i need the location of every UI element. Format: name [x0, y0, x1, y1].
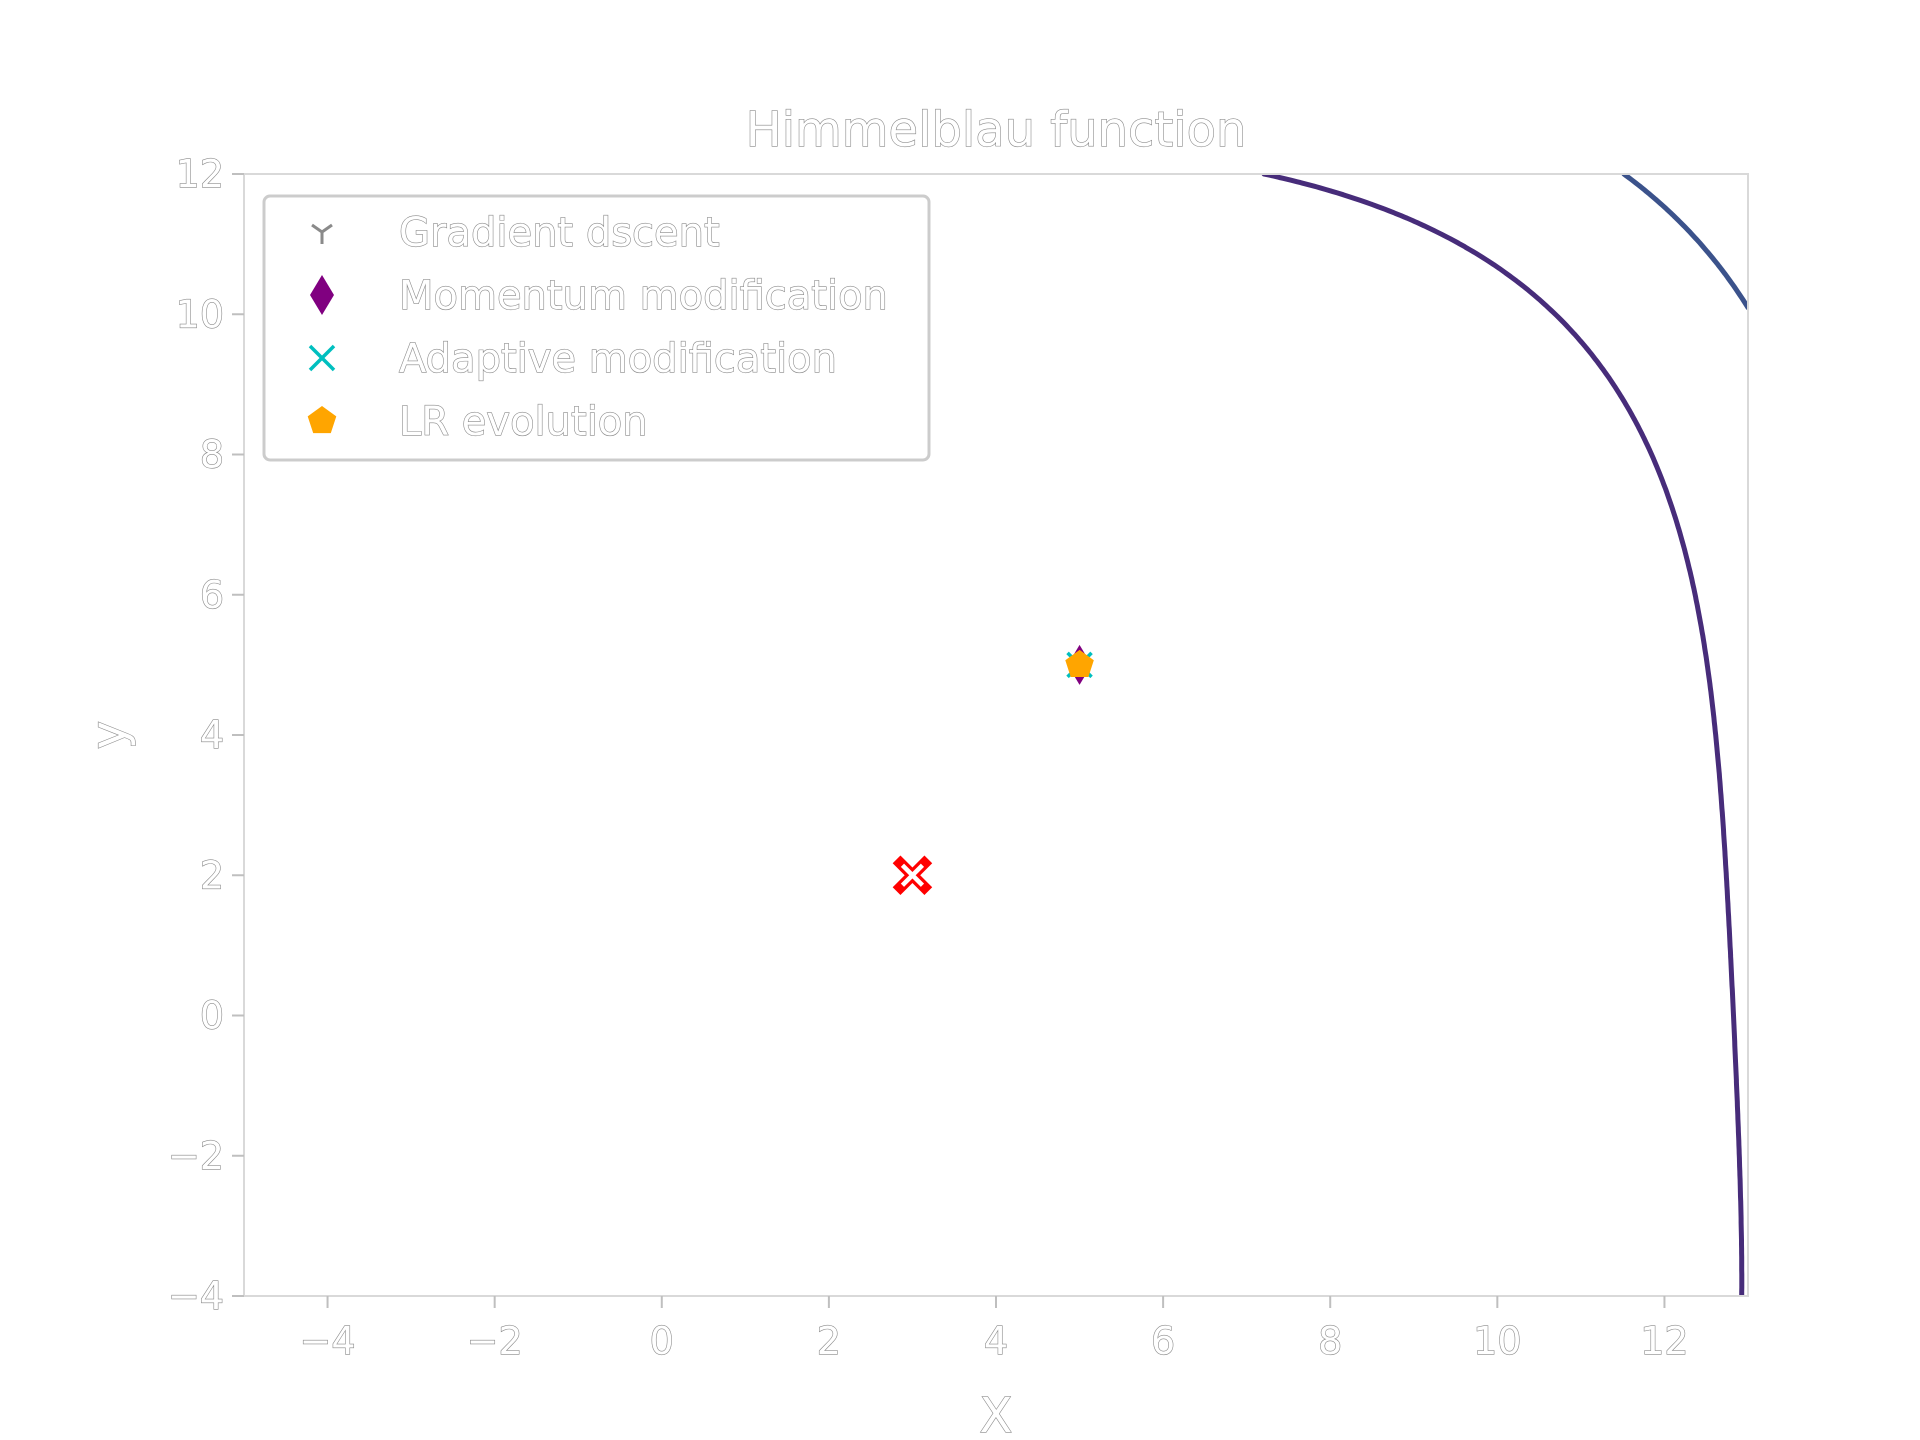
y-tick-label: 10 [176, 292, 224, 336]
contour-line-2 [1621, 174, 1748, 311]
y-axis-label: y [81, 721, 137, 749]
target-x-inner [900, 863, 925, 887]
tri-arm [311, 223, 323, 234]
legend-marker-0 [311, 223, 333, 244]
x-tick-label: 6 [1151, 1319, 1175, 1363]
legend-label-2: Adaptive modification [399, 336, 837, 382]
x-tick-label: 10 [1473, 1319, 1521, 1363]
marker-pentagon-3 [1065, 649, 1094, 677]
x-tick-label: 2 [817, 1319, 841, 1363]
data-markers [892, 644, 1094, 896]
y-tick-label: 8 [200, 433, 224, 477]
x-tick-label: 4 [984, 1319, 1008, 1363]
tri-arm [321, 223, 333, 234]
x-tick-label: 0 [650, 1319, 674, 1363]
axis-ticks: −4 −2 0 2 4 6 8 10 12 −4 −2 0 2 4 6 8 10 12 [167, 151, 1689, 1363]
legend-marker-1 [310, 275, 334, 315]
contour-line-1 [1261, 174, 1745, 1296]
y-tick-label: 6 [200, 573, 224, 617]
contour-lines [1261, 174, 1748, 1296]
y-tick-label: 0 [200, 994, 224, 1038]
x-axis-label: X [980, 1388, 1013, 1440]
legend-label-1: Momentum modification [399, 273, 888, 319]
legend-marker-2 [308, 344, 336, 372]
y-tick-label: 4 [200, 713, 224, 757]
legend-box [262, 194, 931, 462]
y-tick-label: 12 [176, 152, 224, 196]
x-tick-label: 12 [1640, 1319, 1688, 1363]
x-tick-label: −4 [300, 1319, 356, 1363]
x-stroke [308, 344, 336, 372]
y-tick-label: 2 [200, 853, 224, 897]
legend: Gradient dscent Momentum modification Adap… [262, 194, 931, 462]
chart-title: Himmelblau function [746, 102, 1247, 158]
legend-label-0: Gradient dscent [399, 210, 720, 256]
x-tick-label: 8 [1318, 1319, 1342, 1363]
legend-label-3: LR evolution [399, 399, 648, 445]
legend-marker-3 [307, 406, 337, 434]
y-tick-label: −4 [168, 1274, 224, 1318]
y-tick-label: −2 [168, 1134, 224, 1178]
x-tick-label: −2 [467, 1319, 523, 1363]
target-marker [892, 855, 933, 896]
